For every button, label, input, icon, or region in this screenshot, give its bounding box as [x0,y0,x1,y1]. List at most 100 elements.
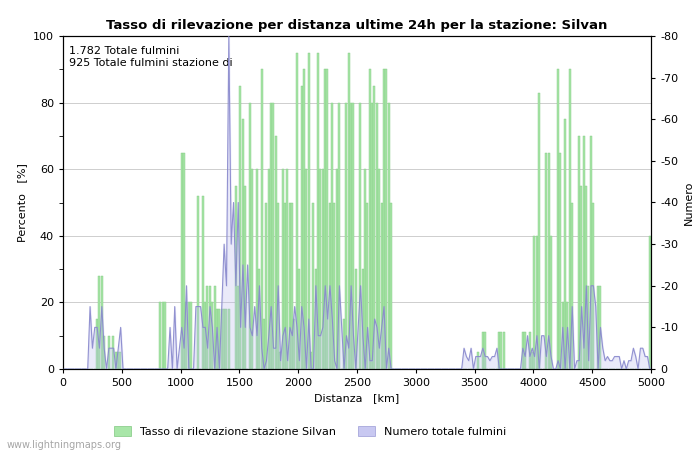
Bar [500,333,503,369]
Bar [211,302,214,369]
Bar [108,336,110,369]
Bar [536,236,538,369]
Bar [239,86,241,369]
Bar [228,309,230,369]
Bar [571,202,573,369]
Bar [345,103,347,369]
Bar [263,319,265,369]
Bar [265,202,267,369]
Bar [503,333,505,369]
Bar [197,196,199,369]
Bar [103,336,105,369]
Bar [378,169,380,369]
Bar [531,352,533,369]
Bar [319,169,321,369]
Bar [545,153,547,369]
Y-axis label: Percento   [%]: Percento [%] [18,163,27,242]
Bar [248,103,251,369]
Bar [578,136,580,369]
Bar [528,333,531,369]
Bar [329,202,331,369]
Bar [277,202,279,369]
Bar [362,269,364,369]
Bar [350,103,352,369]
Bar [220,309,223,369]
Bar [585,186,587,369]
Bar [234,186,237,369]
Bar [498,333,500,369]
Bar [376,103,378,369]
Bar [343,319,345,369]
Bar [566,302,568,369]
Bar [477,352,479,369]
Bar [204,302,206,369]
Bar [533,236,536,369]
Bar [115,352,117,369]
Bar [336,169,338,369]
Bar [117,352,119,369]
Bar [366,202,368,369]
Bar [649,236,650,369]
Bar [202,196,204,369]
Bar [371,103,373,369]
Bar [580,186,582,369]
Bar [524,333,526,369]
Bar [383,69,385,369]
Text: www.lightningmaps.org: www.lightningmaps.org [7,440,122,450]
Bar [592,202,594,369]
Bar [186,302,188,369]
Bar [322,169,323,369]
Bar [270,103,272,369]
Bar [260,69,262,369]
Text: 1.782 Totale fulmini
925 Totale fulmini stazione di: 1.782 Totale fulmini 925 Totale fulmini … [69,46,232,68]
Bar [550,236,552,369]
Bar [326,69,328,369]
Bar [272,103,274,369]
Legend: Tasso di rilevazione stazione Silvan, Numero totale fulmini: Tasso di rilevazione stazione Silvan, Nu… [114,426,506,436]
Bar [388,103,390,369]
Bar [286,169,288,369]
Bar [568,69,570,369]
Bar [274,136,277,369]
Bar [209,286,211,369]
Bar [113,336,114,369]
Bar [293,319,295,369]
Bar [244,186,246,369]
Bar [291,202,293,369]
Bar [597,286,599,369]
Bar [324,69,326,369]
Bar [561,302,564,369]
Bar [241,119,244,369]
Bar [547,153,550,369]
Bar [303,69,305,369]
Bar [237,286,239,369]
Bar [355,269,356,369]
Bar [305,169,307,369]
Bar [96,319,98,369]
Bar [162,302,164,369]
Bar [522,333,524,369]
Bar [348,53,349,369]
Bar [315,269,316,369]
Bar [307,53,309,369]
Bar [284,202,286,369]
Bar [583,136,584,369]
X-axis label: Distanza   [km]: Distanza [km] [314,394,400,404]
Bar [310,352,312,369]
Bar [352,103,354,369]
Bar [223,309,225,369]
Bar [181,153,183,369]
Bar [590,136,592,369]
Bar [279,352,281,369]
Bar [331,103,333,369]
Bar [188,302,190,369]
Bar [160,302,162,369]
Bar [298,269,300,369]
Bar [385,69,387,369]
Bar [559,153,561,369]
Bar [312,202,314,369]
Bar [120,352,121,369]
Bar [374,86,375,369]
Bar [251,169,253,369]
Bar [214,286,216,369]
